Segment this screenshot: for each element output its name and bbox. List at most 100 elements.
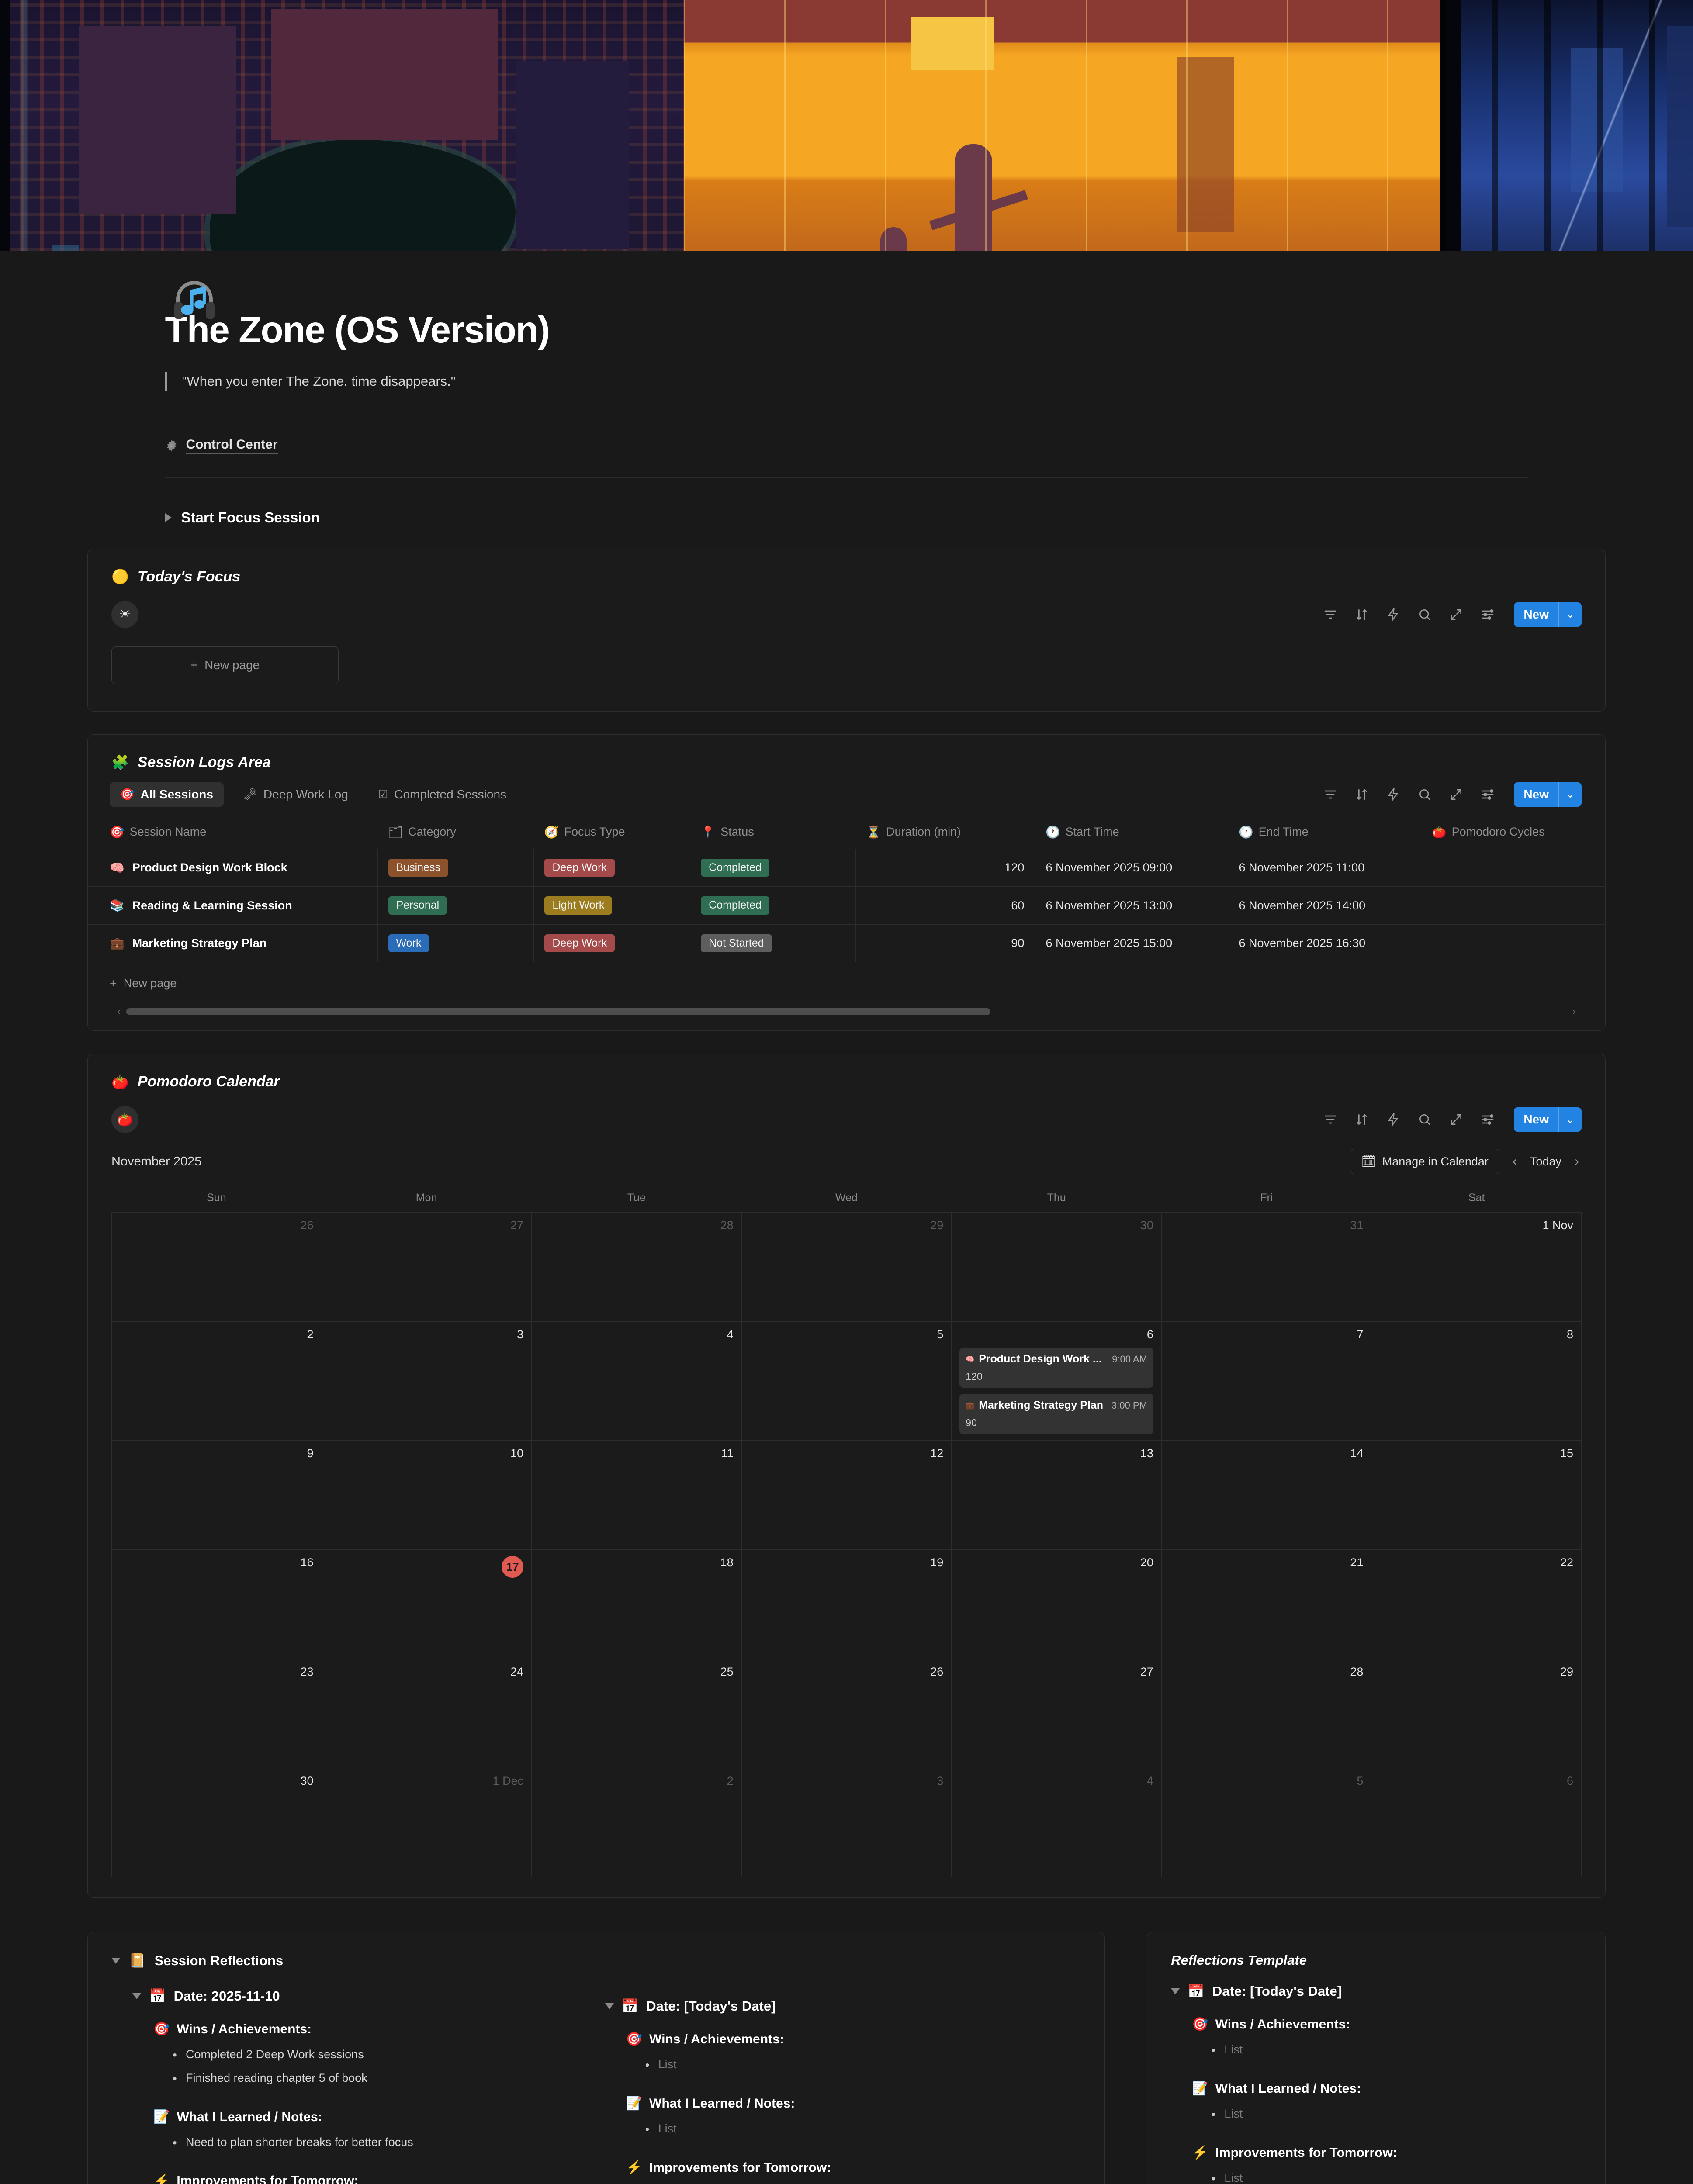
column-header-focus-type[interactable]: 🧭 Focus Type bbox=[534, 819, 690, 849]
calendar-day-cell[interactable]: 4 bbox=[952, 1768, 1162, 1878]
reflection-date-toggle[interactable]: 📅 Date: 2025-11-10 bbox=[132, 1988, 588, 2004]
calendar-next-icon[interactable]: › bbox=[1575, 1154, 1579, 1169]
view-settings-icon[interactable] bbox=[1479, 786, 1496, 803]
pomodoro-calendar-new-button[interactable]: New ⌄ bbox=[1514, 1107, 1582, 1132]
session-logs-tab-deep-work-log[interactable]: 🗝 Deep Work Log bbox=[232, 782, 359, 807]
calendar-day-cell[interactable]: 6 🧠 Product Design Work ... 9:00 AM 120 💼 Mark… bbox=[952, 1322, 1162, 1441]
column-header-duration-min[interactable]: ⏳ Duration (min) bbox=[856, 819, 1035, 849]
table-row[interactable]: 📚 Reading & Learning Session Personal Light… bbox=[88, 886, 1605, 925]
calendar-day-cell[interactable]: 9 bbox=[112, 1441, 322, 1550]
calendar-prev-icon[interactable]: ‹ bbox=[1512, 1154, 1517, 1169]
calendar-day-cell[interactable]: 23 bbox=[112, 1659, 322, 1769]
control-center-link[interactable]: Control Center bbox=[165, 437, 1611, 454]
cell-session-name[interactable]: 💼 Marketing Strategy Plan bbox=[88, 924, 378, 962]
session-logs-tab-all-sessions[interactable]: 🎯 All Sessions bbox=[110, 782, 224, 807]
calendar-day-cell[interactable]: 27 bbox=[952, 1659, 1162, 1769]
calendar-day-cell[interactable]: 31 bbox=[1161, 1213, 1372, 1322]
calendar-day-cell[interactable]: 21 bbox=[1161, 1550, 1372, 1659]
calendar-day-cell[interactable]: 5 bbox=[1161, 1768, 1372, 1878]
list-item[interactable]: Completed 2 Deep Work sessions bbox=[173, 2046, 588, 2063]
cell-status-badge[interactable]: Completed bbox=[690, 848, 856, 887]
cell-focus-type-tag[interactable]: Light Work bbox=[533, 886, 691, 925]
filter-icon[interactable] bbox=[1322, 606, 1339, 623]
view-settings-icon[interactable] bbox=[1479, 606, 1496, 623]
todays-focus-db-icon[interactable]: ☀ bbox=[111, 601, 138, 628]
list-item[interactable]: List bbox=[1211, 2042, 1582, 2059]
cell-focus-type-tag[interactable]: Deep Work bbox=[533, 924, 691, 962]
search-icon[interactable] bbox=[1416, 606, 1433, 623]
calendar-day-cell[interactable]: 30 bbox=[112, 1768, 322, 1878]
cell-session-name[interactable]: 📚 Reading & Learning Session bbox=[88, 886, 378, 925]
column-header-start-time[interactable]: 🕐 Start Time bbox=[1035, 819, 1228, 849]
calendar-day-cell[interactable]: 24 bbox=[322, 1659, 532, 1769]
calendar-day-cell[interactable]: 10 bbox=[322, 1441, 532, 1550]
calendar-day-cell[interactable]: 5 bbox=[741, 1322, 952, 1441]
sort-icon[interactable] bbox=[1353, 1111, 1371, 1128]
search-icon[interactable] bbox=[1416, 786, 1433, 803]
calendar-day-cell[interactable]: 28 bbox=[1161, 1659, 1372, 1769]
calendar-day-cell[interactable]: 2 bbox=[112, 1322, 322, 1441]
cell-category-tag[interactable]: Work bbox=[377, 924, 534, 962]
calendar-day-cell[interactable]: 16 bbox=[112, 1550, 322, 1659]
calendar-day-cell[interactable]: 20 bbox=[952, 1550, 1162, 1659]
calendar-event[interactable]: 💼 Marketing Strategy Plan 3:00 PM 90 bbox=[959, 1394, 1153, 1434]
table-row[interactable]: 💼 Marketing Strategy Plan Work Deep Work Not… bbox=[88, 924, 1605, 962]
scrollbar-thumb[interactable] bbox=[126, 1008, 991, 1016]
calendar-day-cell[interactable]: 1 Nov bbox=[1371, 1213, 1582, 1322]
column-header-end-time[interactable]: 🕐 End Time bbox=[1228, 819, 1421, 849]
cell-duration[interactable]: 60 bbox=[855, 886, 1035, 925]
calendar-day-cell[interactable]: 22 bbox=[1371, 1550, 1582, 1659]
column-header-session-name[interactable]: 🎯 Session Name bbox=[88, 819, 377, 849]
todays-focus-new-button[interactable]: New ⌄ bbox=[1514, 602, 1582, 627]
sort-icon[interactable] bbox=[1353, 606, 1371, 623]
calendar-day-cell[interactable]: 28 bbox=[532, 1213, 742, 1322]
calendar-day-cell[interactable]: 17 bbox=[322, 1550, 532, 1659]
calendar-day-cell[interactable]: 11 bbox=[532, 1441, 742, 1550]
column-header-status[interactable]: 📍 Status bbox=[690, 819, 856, 849]
list-item[interactable]: Need to plan shorter breaks for better f… bbox=[173, 2134, 588, 2151]
search-icon[interactable] bbox=[1416, 1111, 1433, 1128]
calendar-day-cell[interactable]: 29 bbox=[741, 1213, 952, 1322]
calendar-day-cell[interactable]: 15 bbox=[1371, 1441, 1582, 1550]
calendar-day-cell[interactable]: 18 bbox=[532, 1550, 742, 1659]
cell-duration[interactable]: 120 bbox=[855, 848, 1035, 887]
calendar-day-cell[interactable]: 19 bbox=[741, 1550, 952, 1659]
cell-start-time[interactable]: 6 November 2025 13:00 bbox=[1035, 886, 1229, 925]
expand-icon[interactable] bbox=[1447, 1111, 1465, 1128]
chevron-down-icon[interactable]: ⌄ bbox=[1565, 1113, 1575, 1126]
calendar-today-button[interactable]: Today bbox=[1530, 1154, 1561, 1168]
automation-icon[interactable] bbox=[1385, 786, 1402, 803]
automation-icon[interactable] bbox=[1385, 606, 1402, 623]
calendar-day-cell[interactable]: 25 bbox=[532, 1659, 742, 1769]
view-settings-icon[interactable] bbox=[1479, 1111, 1496, 1128]
list-item[interactable]: List bbox=[645, 2121, 1081, 2138]
sort-icon[interactable] bbox=[1353, 786, 1371, 803]
cell-duration[interactable]: 90 bbox=[855, 924, 1035, 962]
list-item[interactable]: List bbox=[1211, 2106, 1582, 2123]
calendar-day-cell[interactable]: 14 bbox=[1161, 1441, 1372, 1550]
reflection-date-toggle[interactable]: 📅 Date: [Today's Date] bbox=[1171, 1983, 1582, 1999]
cell-start-time[interactable]: 6 November 2025 09:00 bbox=[1035, 848, 1229, 887]
pomodoro-calendar-db-icon[interactable]: 🍅 bbox=[111, 1106, 138, 1133]
cell-status-badge[interactable]: Completed bbox=[690, 886, 856, 925]
manage-in-calendar-button[interactable]: 🗓 Manage in Calendar bbox=[1350, 1149, 1499, 1175]
calendar-day-cell[interactable]: 7 bbox=[1161, 1322, 1372, 1441]
chevron-down-icon[interactable]: ⌄ bbox=[1565, 608, 1575, 621]
calendar-day-cell[interactable]: 26 bbox=[741, 1659, 952, 1769]
calendar-day-cell[interactable]: 30 bbox=[952, 1213, 1162, 1322]
calendar-day-cell[interactable]: 12 bbox=[741, 1441, 952, 1550]
scroll-right-icon[interactable]: › bbox=[1572, 1006, 1576, 1018]
todays-focus-new-page-button[interactable]: + New page bbox=[111, 646, 339, 684]
cell-focus-type-tag[interactable]: Deep Work bbox=[533, 848, 691, 887]
list-item[interactable]: Finished reading chapter 5 of book bbox=[173, 2070, 588, 2087]
calendar-day-cell[interactable]: 8 bbox=[1371, 1322, 1582, 1441]
session-reflections-toggle[interactable]: 📔 Session Reflections bbox=[111, 1952, 588, 1969]
scroll-left-icon[interactable]: ‹ bbox=[117, 1006, 121, 1018]
filter-icon[interactable] bbox=[1322, 786, 1339, 803]
session-logs-new-page-row[interactable]: + New page bbox=[88, 962, 1605, 990]
filter-icon[interactable] bbox=[1322, 1111, 1339, 1128]
chevron-down-icon[interactable]: ⌄ bbox=[1565, 788, 1575, 801]
calendar-day-cell[interactable]: 6 bbox=[1371, 1768, 1582, 1878]
calendar-day-cell[interactable]: 4 bbox=[532, 1322, 742, 1441]
calendar-day-cell[interactable]: 3 bbox=[741, 1768, 952, 1878]
